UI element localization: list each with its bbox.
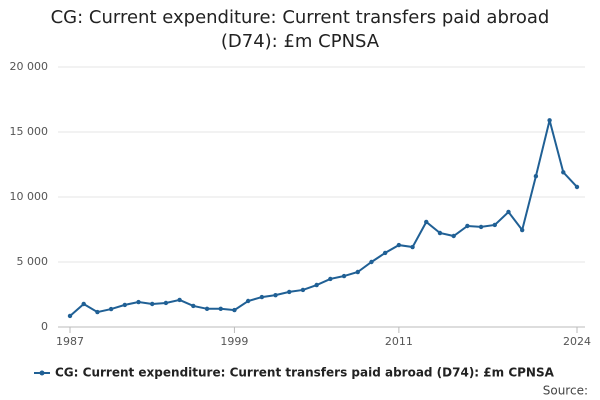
point bbox=[328, 276, 333, 282]
point bbox=[424, 219, 429, 225]
x-tick-label: 2024 bbox=[563, 335, 591, 348]
point bbox=[547, 118, 552, 123]
point bbox=[533, 174, 539, 179]
point bbox=[369, 259, 374, 265]
line bbox=[69, 120, 578, 317]
point bbox=[245, 298, 251, 304]
point bbox=[382, 250, 388, 256]
point bbox=[574, 184, 580, 190]
point bbox=[396, 242, 402, 248]
point bbox=[300, 287, 306, 293]
point bbox=[232, 307, 237, 313]
point bbox=[465, 223, 470, 229]
point bbox=[341, 273, 347, 279]
point bbox=[410, 244, 415, 250]
point bbox=[81, 301, 86, 307]
point bbox=[67, 313, 73, 319]
point bbox=[273, 292, 278, 298]
point bbox=[259, 294, 265, 300]
legend-label: CG: Current expenditure: Current transfe… bbox=[55, 366, 555, 380]
y-tick-label: 0 bbox=[41, 320, 48, 333]
x-tick-label: 1987 bbox=[56, 335, 84, 348]
point bbox=[136, 299, 141, 305]
x-tick-label: 1999 bbox=[220, 335, 248, 348]
point bbox=[314, 282, 319, 288]
chart-title: CG: Current expenditure: Current transfe… bbox=[50, 7, 550, 52]
point bbox=[478, 224, 484, 230]
point bbox=[95, 309, 100, 315]
source: Source: bbox=[543, 384, 588, 398]
point bbox=[561, 170, 566, 175]
point bbox=[204, 306, 210, 311]
point bbox=[177, 297, 182, 303]
point bbox=[122, 302, 128, 308]
point bbox=[191, 303, 196, 309]
legend-dot bbox=[39, 370, 45, 376]
y-tick-label: 10 000 bbox=[10, 190, 49, 203]
y-tick-label: 15 000 bbox=[10, 125, 49, 138]
point bbox=[437, 230, 443, 236]
point bbox=[451, 233, 456, 239]
point bbox=[218, 306, 223, 311]
point bbox=[287, 289, 292, 295]
point bbox=[506, 209, 511, 215]
point bbox=[150, 301, 155, 307]
point bbox=[519, 227, 525, 233]
point bbox=[163, 300, 169, 306]
point bbox=[355, 269, 360, 275]
point bbox=[492, 222, 497, 228]
point bbox=[108, 306, 114, 312]
x-tick-label: 2011 bbox=[385, 335, 413, 348]
y-tick-label: 5 000 bbox=[17, 255, 49, 268]
y-tick-label: 20 000 bbox=[10, 60, 49, 73]
